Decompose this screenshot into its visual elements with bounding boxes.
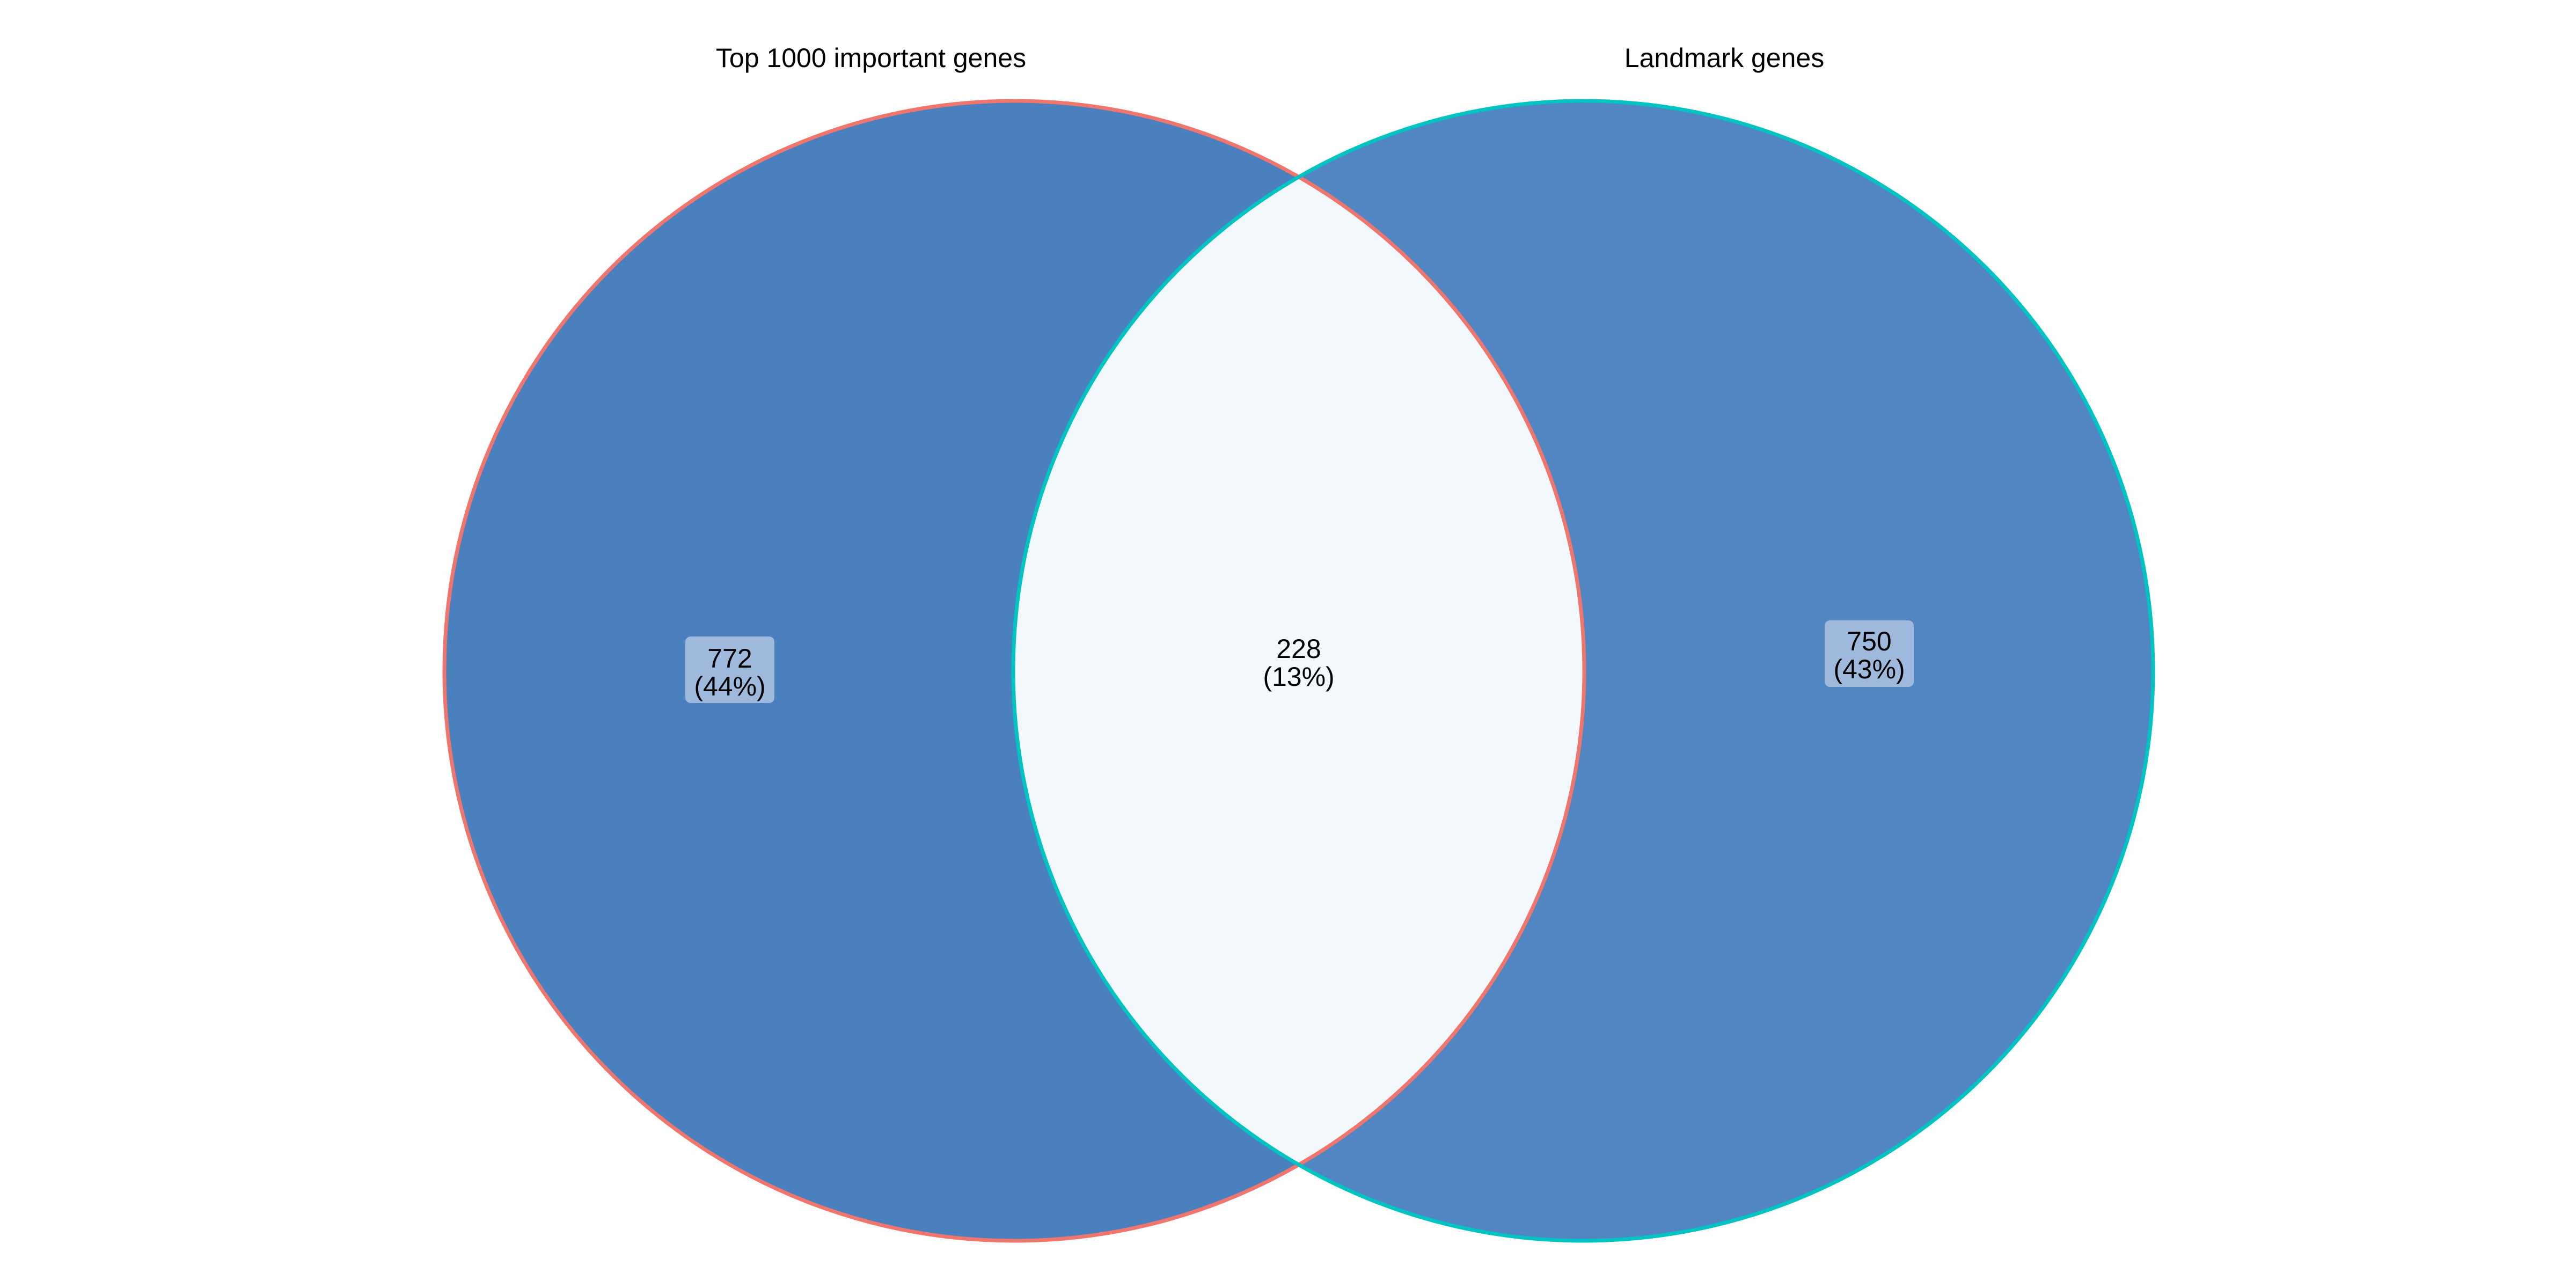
- region-a-percent: (44%): [694, 671, 765, 701]
- region-both-count: 228: [1276, 634, 1321, 664]
- region-both-percent: (13%): [1263, 662, 1334, 692]
- region-a-label: 772 (44%): [685, 636, 774, 703]
- set-a-title: Top 1000 important genes: [716, 43, 1026, 73]
- region-b-label: 750 (43%): [1825, 620, 1914, 687]
- region-b-percent: (43%): [1833, 654, 1905, 684]
- region-b-count: 750: [1847, 626, 1891, 656]
- set-a-outline: [442, 99, 1586, 1243]
- set-b-outline: [1011, 99, 2155, 1243]
- set-b-title: Landmark genes: [1624, 43, 1824, 73]
- region-a-count: 772: [707, 643, 752, 674]
- region-a-label-box: [685, 636, 774, 703]
- region-b-label-box: [1825, 620, 1914, 687]
- region-both-label: 228 (13%): [1263, 634, 1334, 692]
